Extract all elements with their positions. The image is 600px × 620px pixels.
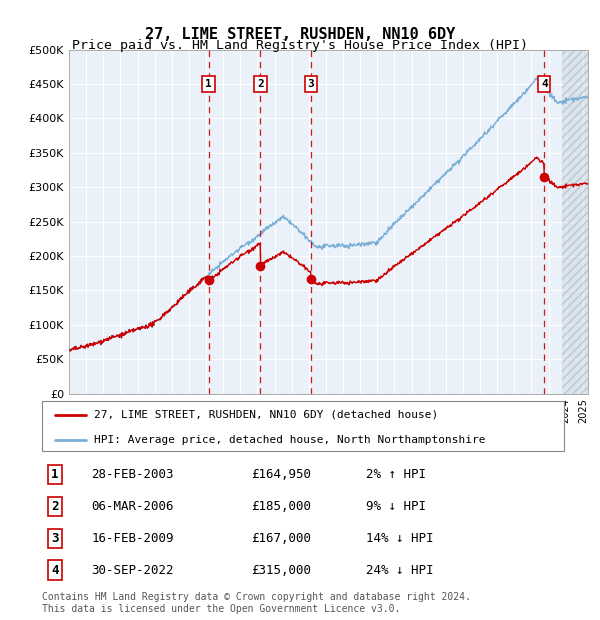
Text: 16-FEB-2009: 16-FEB-2009	[92, 532, 174, 545]
Text: 3: 3	[52, 532, 59, 545]
Text: 9% ↓ HPI: 9% ↓ HPI	[365, 500, 425, 513]
Text: 27, LIME STREET, RUSHDEN, NN10 6DY (detached house): 27, LIME STREET, RUSHDEN, NN10 6DY (deta…	[94, 410, 439, 420]
Text: 24% ↓ HPI: 24% ↓ HPI	[365, 564, 433, 577]
Text: 06-MAR-2006: 06-MAR-2006	[92, 500, 174, 513]
Text: £185,000: £185,000	[251, 500, 311, 513]
Bar	[562, 50, 588, 394]
Bar	[562, 50, 588, 394]
Text: 2% ↑ HPI: 2% ↑ HPI	[365, 468, 425, 481]
Text: 2: 2	[52, 500, 59, 513]
Text: 2: 2	[257, 79, 264, 89]
Text: Price paid vs. HM Land Registry's House Price Index (HPI): Price paid vs. HM Land Registry's House …	[72, 40, 528, 52]
Text: 14% ↓ HPI: 14% ↓ HPI	[365, 532, 433, 545]
Text: £167,000: £167,000	[251, 532, 311, 545]
Text: 4: 4	[52, 564, 59, 577]
Text: £164,950: £164,950	[251, 468, 311, 481]
Text: 30-SEP-2022: 30-SEP-2022	[92, 564, 174, 577]
Text: 1: 1	[205, 79, 212, 89]
Text: £315,000: £315,000	[251, 564, 311, 577]
Text: 28-FEB-2003: 28-FEB-2003	[92, 468, 174, 481]
Text: HPI: Average price, detached house, North Northamptonshire: HPI: Average price, detached house, Nort…	[94, 435, 486, 445]
Text: 3: 3	[307, 79, 314, 89]
Text: 4: 4	[541, 79, 548, 89]
Text: 1: 1	[52, 468, 59, 481]
Text: Contains HM Land Registry data © Crown copyright and database right 2024.
This d: Contains HM Land Registry data © Crown c…	[42, 593, 471, 614]
Text: 27, LIME STREET, RUSHDEN, NN10 6DY: 27, LIME STREET, RUSHDEN, NN10 6DY	[145, 27, 455, 42]
